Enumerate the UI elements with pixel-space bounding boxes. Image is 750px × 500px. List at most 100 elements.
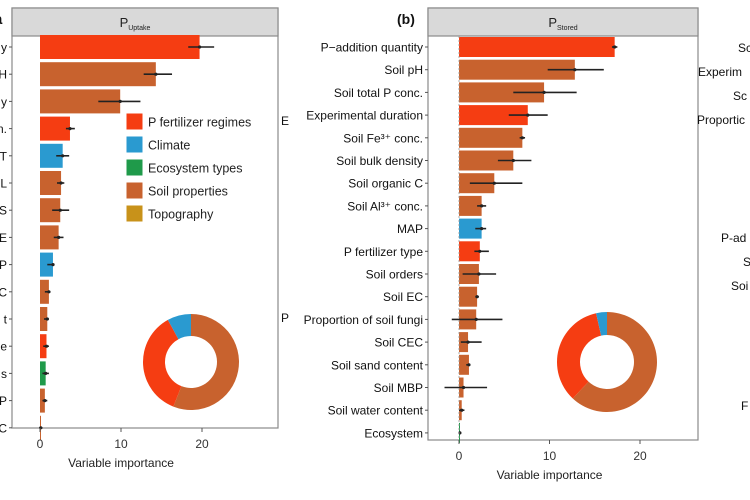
panel-2: PStored P−addition quantity Soil pH Soil to… <box>304 7 699 482</box>
panel-strip <box>427 7 699 37</box>
legend-swatch-2 <box>125 158 144 177</box>
donut-slice-1 <box>143 319 182 407</box>
category-label-14: Soil sand content <box>331 358 424 372</box>
category-label-7: E <box>0 231 7 245</box>
category-label-12: Proportion of soil fungi <box>304 313 423 327</box>
legend-swatch-1 <box>125 135 144 154</box>
category-label-6: S <box>0 204 7 218</box>
x-tick-label-2: 20 <box>633 449 647 463</box>
bar-mean-point-11 <box>44 344 49 348</box>
category-label-2: Soil total P conc. <box>334 86 423 100</box>
bar-mean-point-12 <box>44 371 48 375</box>
category-label-0: P−addition quantity <box>321 41 423 55</box>
bar-11 <box>40 334 47 359</box>
legend-label-1: Climate <box>148 139 190 153</box>
bar-3 <box>40 116 70 141</box>
category-label-12: s <box>1 367 7 381</box>
bar-mean-point-2 <box>118 99 122 103</box>
bar-8 <box>459 218 482 239</box>
bar-mean-point-10 <box>477 272 481 276</box>
category-label-5: Soil bulk density <box>336 154 423 168</box>
right-panel-label-fragment-6: Soi <box>731 279 748 293</box>
category-label-11: e <box>0 340 7 354</box>
category-label-1: H <box>0 68 7 82</box>
panel-letter-a: a <box>0 11 3 28</box>
bar-1 <box>40 62 156 87</box>
bar-4 <box>459 127 523 148</box>
strip-title-main: P <box>120 15 129 30</box>
right-panel-label-fragment-2: Sc <box>733 89 747 103</box>
category-label-3: n. <box>0 122 7 136</box>
x-tick-label-2: 20 <box>195 437 209 451</box>
legend-label-4: Topography <box>148 208 214 222</box>
bar-mean-point-11 <box>475 295 479 299</box>
legend-label-2: Ecosystem types <box>148 162 242 176</box>
bar-mean-point-12 <box>474 317 478 321</box>
bar-6 <box>40 198 61 223</box>
bar-mean-point-16 <box>460 408 464 412</box>
bar-mean-point-0 <box>613 45 617 49</box>
category-label-13: Soil CEC <box>374 336 423 350</box>
bar-mean-point-0 <box>197 45 202 49</box>
bar-mean-point-3 <box>68 127 72 131</box>
right-panel-label-fragment-0: Sc <box>738 41 750 55</box>
bar-5 <box>40 171 62 195</box>
category-label-1: Soil pH <box>384 63 423 77</box>
donut-slice-1 <box>556 313 602 399</box>
strip-title: PStored <box>548 15 577 32</box>
bar-mean-point-5 <box>59 181 63 185</box>
right-panel-label-fragment-7: F <box>741 399 748 413</box>
x-tick-label-0: 0 <box>456 449 463 463</box>
strip-title: PUptake <box>120 15 151 32</box>
category-label-4: T <box>0 149 8 163</box>
bar-mean-point-10 <box>45 317 49 321</box>
x-axis-label: Variable importance <box>497 468 603 482</box>
category-label-7: Soil Al³⁺ conc. <box>347 199 423 213</box>
category-label-15: Soil MBP <box>374 381 423 395</box>
strip-title-subscript: Uptake <box>128 25 150 32</box>
donut-slice-0 <box>173 313 240 410</box>
category-label-8: P <box>0 258 7 272</box>
bar-mean-point-6 <box>58 208 62 212</box>
bar-0 <box>40 35 200 59</box>
clipped-label-fragment-0: E <box>281 114 289 128</box>
bar-mean-point-3 <box>526 113 530 117</box>
category-label-16: Soil water content <box>328 404 424 418</box>
bar-mean-point-14 <box>467 363 471 367</box>
bar-mean-point-8 <box>480 227 484 231</box>
category-label-8: MAP <box>397 222 423 236</box>
panel-strip <box>11 7 279 37</box>
strip-title-main: P <box>548 15 557 30</box>
bar-mean-point-13 <box>466 340 470 344</box>
clipped-label-fragment-1: P <box>281 311 289 325</box>
bar-3 <box>459 105 528 126</box>
right-panel-label-fragment-1: Experim <box>698 65 742 79</box>
bar-mean-point-4 <box>61 154 65 158</box>
bar-mean-point-7 <box>57 235 61 239</box>
bar-mean-point-4 <box>520 136 524 140</box>
panel-letter-b: (b) <box>397 11 415 27</box>
bar-7 <box>459 195 482 216</box>
bar-2 <box>459 82 545 103</box>
legend-label-3: Soil properties <box>148 185 228 199</box>
right-panel-label-fragment-3: Proportic <box>697 113 745 127</box>
right-panel-label-fragment-4: P-ad <box>721 231 746 245</box>
legend-swatch-0 <box>125 112 144 131</box>
bar-14 <box>459 354 469 375</box>
bar-4 <box>40 143 63 168</box>
category-label-4: Soil Fe³⁺ conc. <box>343 131 423 145</box>
bar-11 <box>459 286 478 307</box>
bar-5 <box>459 150 514 171</box>
bar-mean-point-5 <box>511 158 515 163</box>
bar-mean-point-15 <box>461 385 466 390</box>
category-label-14: C <box>0 421 7 435</box>
bar-mean-point-1 <box>154 72 158 76</box>
bar-mean-point-6 <box>492 181 496 185</box>
category-label-9: P fertilizer type <box>344 245 423 259</box>
x-tick-label-1: 10 <box>543 449 557 463</box>
bar-mean-point-13 <box>43 399 47 403</box>
bar-mean-point-2 <box>542 90 546 94</box>
